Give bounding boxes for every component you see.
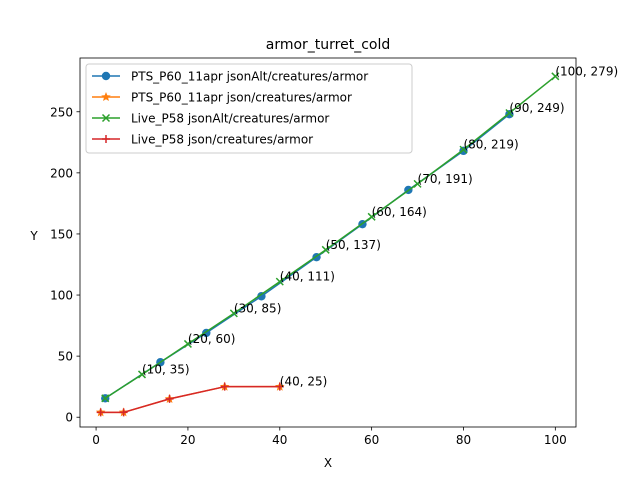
data-point [96,408,105,417]
y-tick-label: 200 [50,166,73,180]
data-point [551,72,560,81]
y-tick-label: 0 [65,411,73,425]
point-annotation: (80, 219) [463,138,518,152]
legend-marker [101,71,111,81]
x-tick-label: 100 [544,433,567,447]
point-annotation: (70, 191) [418,172,473,186]
legend-item-2: PTS_P60_11apr json/creatures/armor [92,91,352,105]
y-tick-label: 250 [50,105,73,119]
legend-label: PTS_P60_11apr json/creatures/armor [131,91,352,105]
point-annotation: (40, 111) [280,270,335,284]
point-annotation: (100, 279) [555,64,618,78]
data-point [367,212,376,221]
data-point [257,292,266,301]
data-point [413,179,422,188]
data-point [505,108,514,118]
y-axis-label: Y [29,229,38,243]
series-4 [96,382,284,417]
data-point [101,394,110,403]
point-annotation: (90, 249) [509,101,564,115]
legend-label: Live_P58 json/creatures/armor [131,133,313,147]
axes: 0 20 40 60 80 100 0 50 100 150 200 250 [50,57,577,447]
legend: PTS_P60_11apr jsonAlt/creatures/armor PTS… [85,63,413,154]
axes-frame [79,57,577,428]
legend-label: PTS_P60_11apr jsonAlt/creatures/armor [131,70,368,84]
y-tick-label: 150 [50,227,73,241]
legend-item-4: Live_P58 json/creatures/armor [92,133,313,147]
data-point [229,309,238,318]
data-point [137,370,147,379]
legend-item-1: PTS_P60_11apr jsonAlt/creatures/armor [92,70,368,84]
x-axis-label: X [324,456,332,470]
y-tick-label: 100 [50,289,73,303]
legend-label: Live_P58 jsonAlt/creatures/armor [131,112,329,126]
data-point [165,394,174,403]
data-point [275,382,284,391]
x-tick-label: 80 [456,433,471,447]
plot-area [95,72,560,417]
point-annotation: (60, 164) [372,205,427,219]
data-point [459,145,468,154]
legend-item-3: Live_P58 jsonAlt/creatures/armor [92,112,329,126]
point-annotation: (40, 25) [280,375,328,389]
legend-box [85,63,413,154]
point-annotation: (50, 137) [326,238,381,252]
annotations: (10, 35) (20, 60) (30, 85) (40, 111) (50, 13… [142,64,618,388]
x-tick-label: 40 [272,433,287,447]
chart-title: armor_turret_cold [266,37,391,53]
point-annotation: (20, 60) [188,332,236,346]
data-point [321,245,330,254]
x-tick-label: 0 [92,433,100,447]
x-tick-label: 60 [364,433,379,447]
legend-marker [101,92,111,102]
point-annotation: (10, 35) [142,362,190,376]
point-annotation: (30, 85) [234,301,282,315]
data-point [119,408,128,417]
x-tick-label: 20 [180,433,195,447]
legend-marker [101,113,111,123]
y-tick-label: 50 [58,350,73,364]
legend-marker [102,135,110,143]
series-3 [101,72,560,403]
data-point [275,277,284,286]
data-point [220,382,229,391]
data-point [183,339,192,348]
